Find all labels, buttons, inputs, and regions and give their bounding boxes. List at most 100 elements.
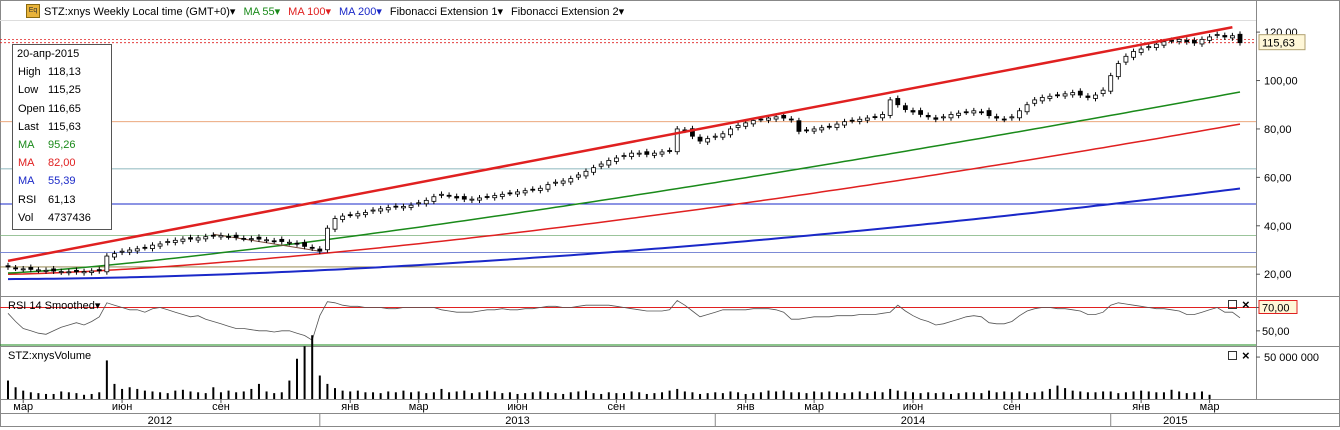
info-row-ma100: MA 82,00 <box>13 154 111 172</box>
info-key: Last <box>18 120 39 133</box>
info-value: 116,65 <box>48 102 81 115</box>
candle-body <box>629 152 635 157</box>
info-row-high: High 118,13 <box>13 63 111 81</box>
candle-body <box>1237 33 1243 44</box>
candle-body <box>1093 94 1098 99</box>
candle-body <box>58 271 64 273</box>
candle-body <box>743 122 749 127</box>
candle-body <box>309 246 315 249</box>
candle-body <box>674 128 680 153</box>
candle-body <box>659 151 665 155</box>
candle-body <box>150 244 155 249</box>
price-tick-label: 60,00 <box>1264 172 1292 184</box>
chevron-down-icon[interactable]: ▾ <box>274 5 281 18</box>
candle-body <box>317 248 323 252</box>
info-key: High <box>18 66 41 79</box>
info-row-ma200: MA 55,39 <box>13 172 111 190</box>
rsi-tick-label: 70,00 <box>1262 303 1290 315</box>
info-value: 115,25 <box>48 84 81 97</box>
price-tick-label: 100,00 <box>1264 76 1298 88</box>
year-label: 2015 <box>1163 415 1187 427</box>
chevron-down-icon[interactable]: ▾ <box>229 5 236 18</box>
candle-body <box>492 195 498 199</box>
volume-pane-close-icon[interactable]: × <box>1242 348 1250 363</box>
candle-body <box>248 238 254 241</box>
candle-body <box>697 136 703 142</box>
candle-body <box>325 227 330 251</box>
chevron-down-icon[interactable]: ▾ <box>94 300 101 312</box>
info-row-low: Low 115,25 <box>13 81 111 99</box>
candle-body <box>484 196 490 198</box>
info-key: MA <box>18 138 35 151</box>
candle-body <box>286 241 292 244</box>
candle-body <box>1115 63 1121 78</box>
candle-body <box>667 150 673 152</box>
candle-body <box>271 240 277 243</box>
study-ma100-label: MA 100 <box>288 5 326 18</box>
candle-body <box>1207 36 1212 41</box>
chart-header: Eq STZ:xnys Weekly Local time (GMT+0)▾ M… <box>0 3 632 19</box>
volume-tick-label: 50 000 000 <box>1264 352 1319 364</box>
rsi-pane-title-text: RSI 14 Smoothed <box>8 300 95 312</box>
rsi-pane-close-icon[interactable]: × <box>1242 297 1250 312</box>
candle-body <box>598 163 604 167</box>
candle-body <box>720 133 726 138</box>
chevron-down-icon[interactable]: ▾ <box>325 5 332 18</box>
instrument-title[interactable]: STZ:xnys Weekly Local time (GMT+0)▾ <box>44 5 235 18</box>
candle-body <box>507 192 513 195</box>
info-key: Open <box>18 102 45 115</box>
chevron-down-icon[interactable]: ▾ <box>497 5 504 18</box>
month-label: мар <box>13 401 33 413</box>
candle-body <box>583 170 589 177</box>
study-ma200[interactable]: MA 200▾ <box>339 5 382 18</box>
rsi-pane-title[interactable]: RSI 14 Smoothed▾ <box>8 299 100 312</box>
candle-body <box>241 237 247 240</box>
month-label: янв <box>341 401 359 413</box>
candle-body <box>849 119 855 122</box>
info-value: 115,63 <box>48 120 81 133</box>
chevron-down-icon[interactable]: ▾ <box>376 5 382 18</box>
month-label: мар <box>409 401 429 413</box>
candle-body <box>1222 35 1228 38</box>
study-fib-ext-1[interactable]: Fibonacci Extension 1▾ <box>390 5 503 18</box>
rsi-pane-maximize-button[interactable] <box>1228 300 1237 309</box>
candle-body <box>963 111 969 114</box>
candle-body <box>773 116 779 120</box>
candle-body <box>439 193 444 196</box>
candle-body <box>454 196 460 199</box>
candle-body <box>142 246 148 249</box>
info-date: 20-апр-2015 <box>17 48 80 60</box>
study-ma55[interactable]: MA 55▾ <box>243 5 280 18</box>
chevron-down-icon[interactable]: ▾ <box>618 5 625 18</box>
candle-body <box>408 204 414 208</box>
instrument-title-text: STZ:xnys Weekly Local time (GMT+0) <box>44 5 230 18</box>
candle-body <box>20 268 26 271</box>
study-fib-ext-2[interactable]: Fibonacci Extension 2▾ <box>511 5 624 18</box>
candle-body <box>119 250 125 253</box>
ohlc-info-box: 20-апр-2015 High 118,13 Low 115,25 Open 116… <box>12 44 112 230</box>
candle-body <box>5 265 11 268</box>
volume-pane-maximize-button[interactable] <box>1228 351 1237 360</box>
candle-body <box>385 207 391 211</box>
candle-body <box>226 236 231 238</box>
candle-body <box>804 129 809 132</box>
candle-body <box>1070 92 1076 96</box>
candle-body <box>796 120 802 132</box>
candle-body <box>279 238 285 242</box>
candle-body <box>1047 95 1053 99</box>
instrument-logo[interactable]: Eq <box>26 4 40 18</box>
candle-body <box>545 184 551 190</box>
ma55-line <box>7 91 1241 274</box>
candle-body <box>416 202 422 205</box>
month-label: июн <box>903 401 923 413</box>
candle-body <box>74 269 79 273</box>
study-ma200-label: MA 200 <box>339 5 377 18</box>
candle-body <box>758 118 764 121</box>
info-key: Vol <box>18 211 34 224</box>
candle-body <box>1062 93 1068 97</box>
study-ma100[interactable]: MA 100▾ <box>288 5 331 18</box>
month-label: июн <box>507 401 527 413</box>
candle-body <box>1100 89 1106 94</box>
candle-body <box>28 267 34 270</box>
